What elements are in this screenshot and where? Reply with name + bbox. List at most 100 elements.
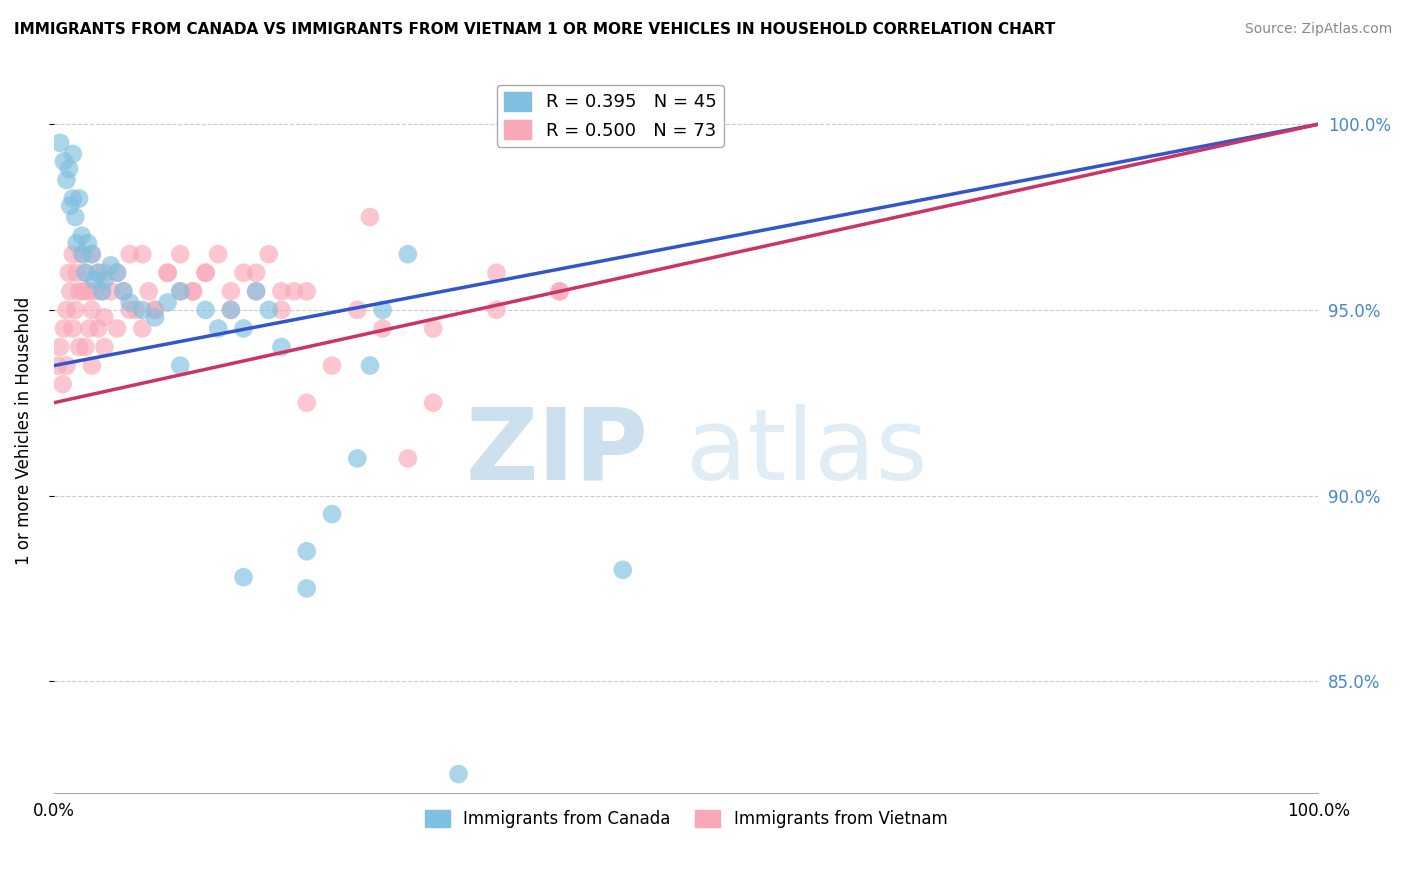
- Point: [75, 340, 97, 354]
- Point: [80, 359, 103, 373]
- Point: [143, 302, 166, 317]
- Point: [219, 302, 242, 317]
- Point: [485, 266, 508, 280]
- Point: [131, 302, 153, 317]
- Point: [52, 321, 75, 335]
- Point: [346, 302, 368, 317]
- Point: [232, 321, 254, 335]
- Point: [67, 285, 90, 299]
- Point: [447, 767, 470, 781]
- Point: [169, 285, 191, 299]
- Point: [612, 563, 634, 577]
- Point: [194, 266, 217, 280]
- Point: [270, 285, 292, 299]
- Point: [62, 247, 84, 261]
- Point: [70, 247, 93, 261]
- Point: [72, 247, 94, 261]
- Point: [59, 199, 82, 213]
- Point: [131, 247, 153, 261]
- Point: [65, 302, 87, 317]
- Point: [283, 285, 305, 299]
- Point: [80, 302, 103, 317]
- Point: [245, 285, 267, 299]
- Point: [245, 266, 267, 280]
- Point: [65, 266, 87, 280]
- Point: [77, 235, 100, 250]
- Point: [118, 247, 141, 261]
- Point: [321, 507, 343, 521]
- Point: [58, 266, 80, 280]
- Point: [131, 321, 153, 335]
- Point: [105, 266, 128, 280]
- Point: [181, 285, 204, 299]
- Point: [138, 285, 160, 299]
- Point: [80, 247, 103, 261]
- Point: [93, 340, 115, 354]
- Point: [100, 258, 122, 272]
- Point: [58, 161, 80, 176]
- Point: [207, 247, 229, 261]
- Point: [105, 266, 128, 280]
- Point: [90, 285, 112, 299]
- Point: [55, 173, 77, 187]
- Point: [295, 582, 318, 596]
- Point: [62, 321, 84, 335]
- Point: [49, 340, 72, 354]
- Point: [181, 285, 204, 299]
- Point: [143, 302, 166, 317]
- Point: [359, 210, 381, 224]
- Point: [143, 310, 166, 325]
- Point: [93, 266, 115, 280]
- Point: [93, 310, 115, 325]
- Point: [62, 147, 84, 161]
- Point: [371, 321, 394, 335]
- Point: [59, 285, 82, 299]
- Point: [219, 302, 242, 317]
- Point: [422, 321, 444, 335]
- Point: [93, 273, 115, 287]
- Point: [83, 273, 105, 287]
- Point: [112, 285, 135, 299]
- Point: [87, 266, 110, 280]
- Point: [46, 359, 69, 373]
- Point: [371, 302, 394, 317]
- Point: [257, 302, 280, 317]
- Text: IMMIGRANTS FROM CANADA VS IMMIGRANTS FROM VIETNAM 1 OR MORE VEHICLES IN HOUSEHOL: IMMIGRANTS FROM CANADA VS IMMIGRANTS FRO…: [14, 22, 1056, 37]
- Point: [75, 266, 97, 280]
- Point: [295, 285, 318, 299]
- Point: [295, 395, 318, 409]
- Point: [346, 451, 368, 466]
- Point: [112, 285, 135, 299]
- Point: [83, 285, 105, 299]
- Point: [232, 266, 254, 280]
- Point: [49, 136, 72, 150]
- Point: [90, 285, 112, 299]
- Point: [52, 377, 75, 392]
- Point: [72, 285, 94, 299]
- Point: [396, 451, 419, 466]
- Point: [156, 295, 179, 310]
- Point: [194, 266, 217, 280]
- Point: [169, 359, 191, 373]
- Y-axis label: 1 or more Vehicles in Household: 1 or more Vehicles in Household: [15, 296, 32, 565]
- Point: [65, 210, 87, 224]
- Point: [270, 340, 292, 354]
- Point: [548, 285, 571, 299]
- Point: [548, 285, 571, 299]
- Point: [87, 266, 110, 280]
- Point: [156, 266, 179, 280]
- Point: [169, 285, 191, 299]
- Point: [55, 359, 77, 373]
- Point: [485, 302, 508, 317]
- Point: [169, 247, 191, 261]
- Point: [77, 321, 100, 335]
- Point: [295, 544, 318, 558]
- Legend: Immigrants from Canada, Immigrants from Vietnam: Immigrants from Canada, Immigrants from …: [418, 804, 955, 835]
- Point: [70, 228, 93, 243]
- Point: [232, 570, 254, 584]
- Point: [118, 302, 141, 317]
- Point: [245, 285, 267, 299]
- Point: [100, 285, 122, 299]
- Point: [194, 302, 217, 317]
- Point: [77, 285, 100, 299]
